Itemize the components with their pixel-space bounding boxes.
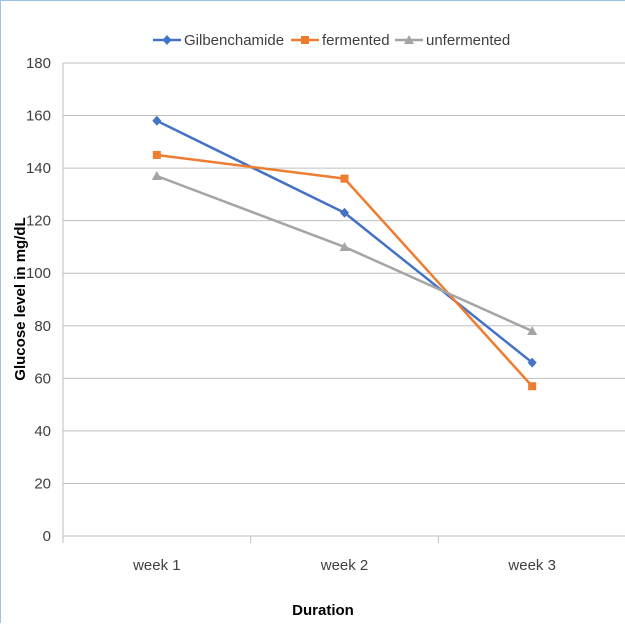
data-point: [527, 326, 538, 336]
x-axis-title: Duration: [292, 602, 354, 619]
data-point: [152, 150, 161, 159]
y-tick-labels: 0 20 40 60 80 100 120 140 160 180: [26, 55, 51, 545]
series-fermented: [152, 150, 537, 391]
y-axis-title: Glucose level in mg/dL: [12, 217, 29, 380]
y-tick-label: 40: [34, 423, 51, 440]
legend-item: unfermented: [395, 32, 510, 49]
legend-label: unfermented: [426, 32, 510, 49]
legend: Gilbenchamide fermented unfermented: [153, 32, 510, 49]
axes: [62, 63, 625, 543]
y-tick-label: 80: [34, 318, 51, 335]
y-tick-label: 180: [26, 55, 51, 72]
legend-item: fermented: [291, 32, 390, 49]
data-point: [152, 115, 162, 126]
x-tick-label: week 3: [507, 557, 556, 574]
data-point: [527, 357, 537, 368]
y-tick-label: 120: [26, 213, 51, 230]
data-point: [340, 174, 349, 183]
series-line: [156, 119, 533, 364]
series-group: [151, 115, 538, 391]
y-tick-label: 0: [43, 528, 51, 545]
data-point: [339, 241, 350, 251]
x-tick-label: week 1: [132, 557, 181, 574]
legend-label: fermented: [322, 32, 390, 49]
legend-item: Gilbenchamide: [153, 32, 284, 49]
series-line: [156, 174, 533, 333]
data-point: [151, 170, 162, 180]
y-tick-label: 20: [34, 475, 51, 492]
x-tick-labels: week 1 week 2 week 3: [132, 557, 556, 574]
y-tick-label: 140: [26, 160, 51, 177]
series-unfermented: [151, 170, 538, 336]
data-point: [528, 382, 537, 391]
y-tick-label: 100: [26, 265, 51, 282]
legend-label: Gilbenchamide: [184, 32, 284, 49]
gridlines: [63, 62, 625, 484]
data-point: [340, 207, 349, 218]
y-tick-label: 60: [34, 370, 51, 387]
y-tick-label: 160: [26, 108, 51, 125]
legend-marker: [162, 35, 172, 45]
legend-marker: [404, 35, 414, 44]
series-line: [156, 153, 534, 388]
legend-marker: [301, 36, 309, 44]
series-gilbenchamide: [152, 115, 537, 368]
x-tick-label: week 2: [320, 557, 369, 574]
